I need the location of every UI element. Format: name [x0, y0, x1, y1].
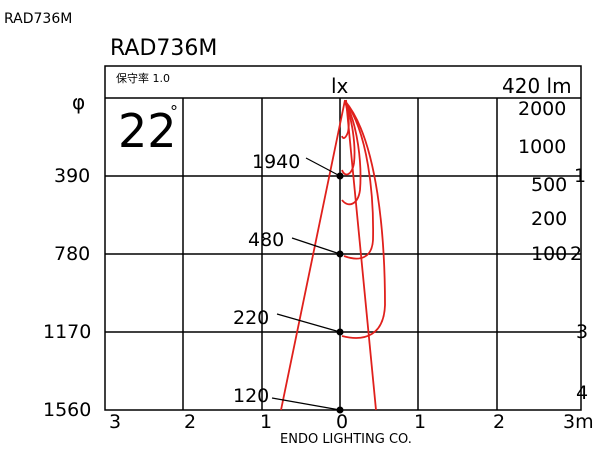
contour-label: 1000	[518, 136, 567, 158]
bottom-tick-label: 2	[184, 411, 197, 433]
bottom-tick-label: 3	[109, 411, 122, 433]
point-lux-label: 220	[233, 307, 270, 329]
beam-angle: 22	[118, 104, 177, 158]
bottom-tick-label: 1	[260, 411, 273, 433]
unit-lux: lx	[331, 74, 349, 98]
vertical-grid	[182, 98, 498, 410]
left-tick-label: 1170	[43, 321, 92, 343]
contour-500	[341, 100, 362, 206]
bottom-tick-label: 3m	[563, 411, 593, 433]
left-tick-label: 780	[54, 243, 91, 265]
phi-symbol: φ	[72, 90, 86, 114]
bottom-tick-label: 1	[414, 411, 427, 433]
contour-label: 200	[531, 208, 568, 230]
right-tick-label: 4	[576, 382, 589, 404]
bottom-tick-label: 0	[336, 411, 349, 433]
left-tick-label: 1560	[43, 399, 92, 421]
right-tick-label: 2	[570, 243, 583, 265]
contour-200	[343, 100, 375, 260]
point-lux-label: 480	[248, 229, 285, 251]
bottom-tick-label: 2	[493, 411, 506, 433]
point-lux-label: 1940	[252, 151, 301, 173]
unit-lumen: 420 lm	[502, 74, 572, 98]
left-tick-label: 390	[54, 165, 91, 187]
maintenance-factor: 保守率 1.0	[116, 72, 170, 85]
contour-label: 100	[531, 243, 568, 265]
diagram-title: RAD736M	[110, 36, 218, 61]
leader-lines	[271, 157, 341, 411]
contour-2000	[341, 100, 350, 139]
contour-1000	[341, 100, 356, 176]
manufacturer-footer: ENDO LIGHTING CO.	[280, 432, 412, 447]
right-tick-label: 1	[574, 165, 587, 187]
contour-100	[341, 100, 386, 339]
iso-lux-contours	[341, 100, 386, 339]
beam-cone	[280, 99, 377, 411]
corner-title: RAD736M	[4, 11, 73, 27]
point-lux-label: 120	[233, 385, 270, 407]
right-tick-label: 3	[576, 321, 589, 343]
contour-label: 500	[531, 174, 568, 196]
degree-symbol: °	[170, 102, 178, 121]
contour-label: 2000	[518, 98, 567, 120]
